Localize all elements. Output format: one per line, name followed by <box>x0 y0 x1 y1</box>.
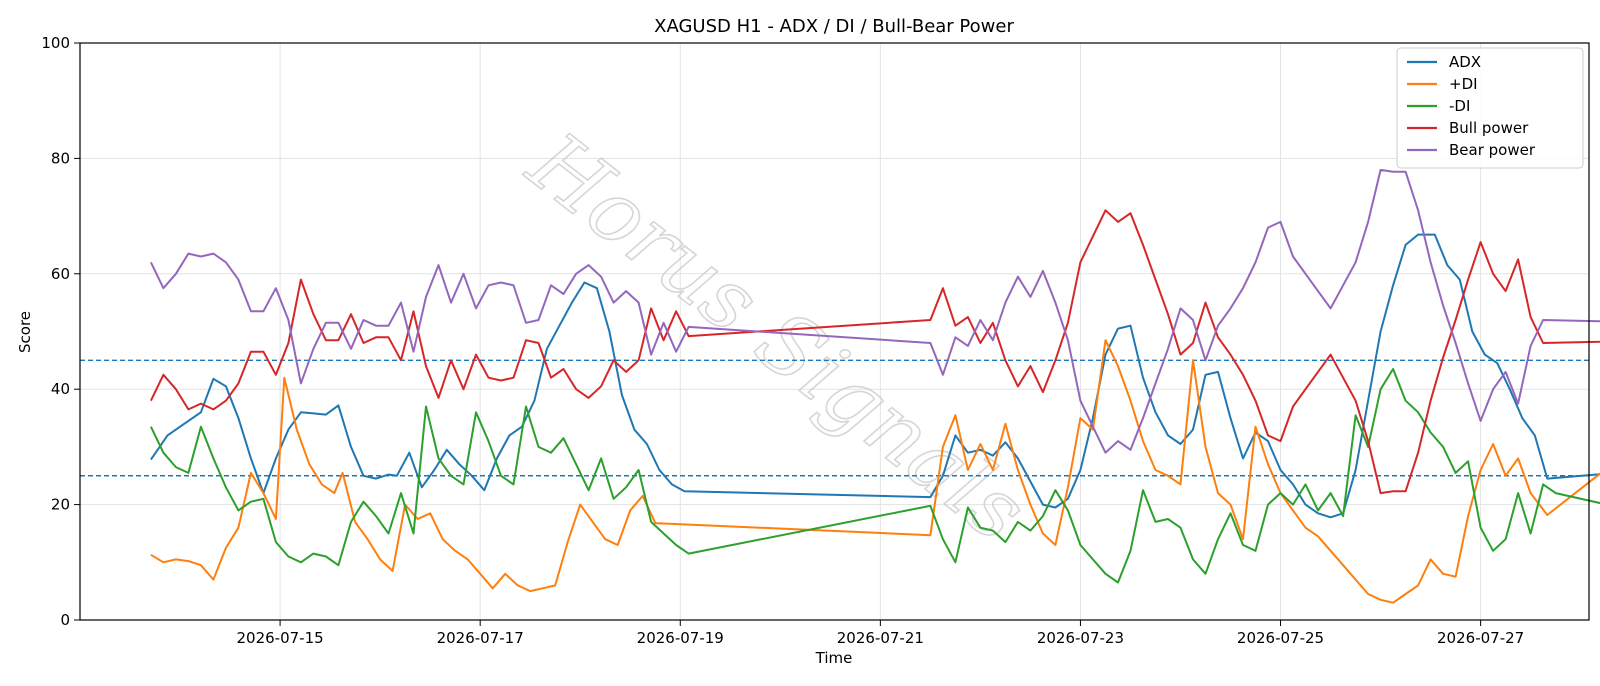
y-axis: 0 20 40 60 80 100 <box>41 34 80 629</box>
y-tick-label: 100 <box>41 34 70 52</box>
y-tick-label: 80 <box>51 149 70 167</box>
series-line-bear-power <box>149 168 1600 454</box>
legend-label: -DI <box>1449 97 1470 115</box>
plot-frame <box>79 42 1590 621</box>
y-tick-label: 20 <box>51 496 70 514</box>
legend-label: Bull power <box>1449 119 1529 137</box>
y-axis-label: Score <box>16 311 34 353</box>
y-tick-label: 0 <box>60 611 70 629</box>
x-tick-label: 2026-07-21 <box>837 629 924 647</box>
series-line-bull-power <box>149 209 1600 495</box>
x-tick-label: 2026-07-23 <box>1037 629 1124 647</box>
x-tick-label: 2026-07-25 <box>1237 629 1324 647</box>
x-tick-label: 2026-07-15 <box>236 629 323 647</box>
series-line-di <box>149 368 1600 584</box>
x-tick-label: 2026-07-17 <box>437 629 524 647</box>
reference-lines <box>80 359 1589 477</box>
series-line-di <box>150 339 1600 604</box>
x-axis-label: Time <box>815 649 853 667</box>
y-tick-label: 60 <box>51 265 70 283</box>
legend-label: +DI <box>1449 75 1478 93</box>
chart-title: XAGUSD H1 - ADX / DI / Bull-Bear Power <box>654 16 1014 37</box>
x-tick-label: 2026-07-19 <box>637 629 724 647</box>
legend-box <box>1396 47 1584 169</box>
x-axis: 2026-07-15 2026-07-17 2026-07-19 2026-07-21… <box>236 620 1524 647</box>
legend: ADX +DI -DI Bull power Bear power <box>1396 47 1584 169</box>
series-layer <box>149 168 1600 604</box>
legend-label: ADX <box>1449 53 1481 71</box>
x-tick-label: 2026-07-27 <box>1437 629 1524 647</box>
legend-label: Bear power <box>1449 141 1536 159</box>
y-tick-label: 40 <box>51 380 70 398</box>
